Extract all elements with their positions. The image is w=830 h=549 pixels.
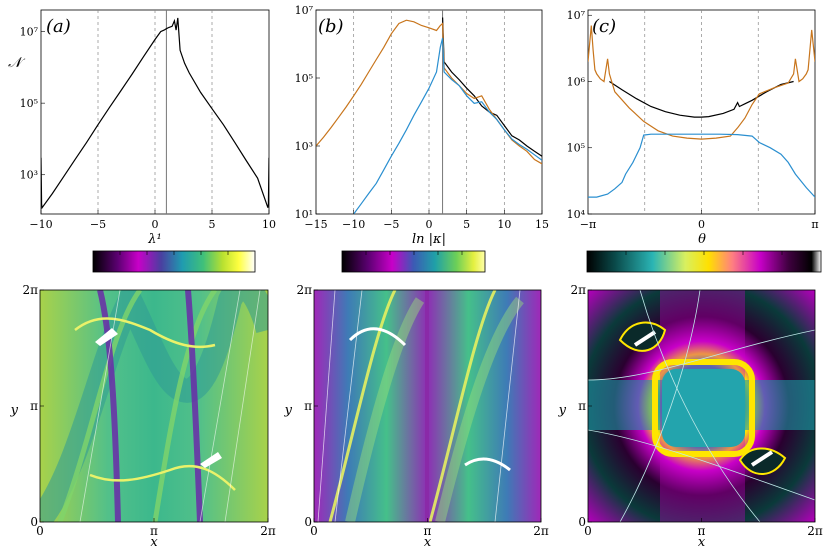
xtick-label-c-2: π xyxy=(811,218,818,231)
hm-xtick-label-0-0: 0 xyxy=(36,524,44,538)
xtick-label-a-3: 5 xyxy=(209,218,216,231)
hm-ytick-label-0-0: 0 xyxy=(30,515,38,529)
ytick-label-c-0: 10⁷ xyxy=(567,9,586,22)
xtick-label-a-2: 0 xyxy=(152,218,159,231)
ytick-label-b-0: 10⁷ xyxy=(295,4,314,17)
hm-xtick-label-0-2: 2π xyxy=(260,524,276,538)
hm-ytick-label-2-1: π xyxy=(578,399,586,413)
hm-xtick-label-0-1: π xyxy=(150,524,158,538)
series-line-a-0 xyxy=(41,17,269,210)
colorbar-b xyxy=(341,250,486,273)
xtick-label-b-5: 10 xyxy=(497,218,511,231)
hm-ylabel-1: y xyxy=(284,403,293,418)
xtick-label-b-4: 5 xyxy=(463,218,470,231)
hm-xtick-label-1-2: 2π xyxy=(533,524,549,538)
ytick-label-a-2: 10³ xyxy=(20,169,38,182)
xlabel-b: ln |κ| xyxy=(412,232,446,247)
ytick-label-b-1: 10⁵ xyxy=(295,72,313,85)
series-line-c-0 xyxy=(609,80,794,118)
ytick-label-c-2: 10⁵ xyxy=(567,142,585,155)
hm-xlabel-0: x xyxy=(150,535,158,549)
hm-xlabel-2: x xyxy=(698,535,706,549)
panel-a: −10 −5 0 5 10 10⁷ 10⁵ 10³ (a) λ¹ 𝒩 xyxy=(8,9,276,247)
ytick-label-c-3: 10⁴ xyxy=(567,208,586,221)
hm-xlabel-1: x xyxy=(424,535,432,549)
hm-xtick-label-2-0: 0 xyxy=(584,524,592,538)
hm-ytick-label-1-2: 2π xyxy=(296,283,312,297)
hm-ytick-label-0-2: 2π xyxy=(22,283,38,297)
colorbar-c xyxy=(586,250,822,273)
heatmap-1 xyxy=(39,289,269,523)
ytick-label-c-1: 10⁶ xyxy=(567,75,586,88)
xtick-label-b-1: −10 xyxy=(342,218,365,231)
heatmap-3 xyxy=(587,289,816,523)
hm-xtick-label-1-0: 0 xyxy=(310,524,318,538)
xtick-label-b-3: 0 xyxy=(426,218,433,231)
xlabel-c: θ xyxy=(698,232,706,247)
series-line-c-1 xyxy=(588,25,815,140)
hm-xtick-label-1-1: π xyxy=(424,524,432,538)
hm-ytick-label-1-0: 0 xyxy=(304,515,312,529)
hm-xtick-label-2-2: 2π xyxy=(807,524,823,538)
hm-ytick-label-2-2: 2π xyxy=(570,283,586,297)
hm-ytick-label-0-1: π xyxy=(30,399,38,413)
panel-b: −15 −10 −5 0 5 10 15 10⁷ 10⁵ 10³ 10¹ (b) ln |κ| xyxy=(295,4,549,247)
series-line-b-2 xyxy=(353,37,542,214)
xtick-label-b-6: 15 xyxy=(535,218,549,231)
hm-ytick-label-2-0: 0 xyxy=(578,515,586,529)
panel-label-a: (a) xyxy=(46,16,71,37)
ytick-label-a-1: 10⁵ xyxy=(20,97,38,110)
hm-ytick-label-1-1: π xyxy=(304,399,312,413)
hm-ylabel-2: y xyxy=(558,403,567,418)
hm-xtick-label-2-1: π xyxy=(698,524,706,538)
xtick-label-b-0: −15 xyxy=(304,218,327,231)
colorbar-a xyxy=(92,250,256,273)
xtick-label-a-1: −5 xyxy=(90,218,106,231)
xtick-label-c-0: −π xyxy=(580,218,596,231)
xtick-label-a-0: −10 xyxy=(29,218,52,231)
panel-label-b: (b) xyxy=(318,16,344,37)
hm-ylabel-0: y xyxy=(10,403,19,418)
panel-label-c: (c) xyxy=(592,16,616,37)
ytick-label-b-2: 10³ xyxy=(295,140,313,153)
series-line-c-2 xyxy=(588,133,815,198)
ylabel-a: 𝒩 xyxy=(8,55,26,71)
xtick-label-b-2: −5 xyxy=(383,218,399,231)
heatmap-2 xyxy=(313,289,542,523)
ytick-label-b-3: 10¹ xyxy=(295,208,313,221)
xtick-label-a-4: 10 xyxy=(262,218,276,231)
xtick-label-c-1: 0 xyxy=(698,218,705,231)
panel-c: −π 0 π 10⁷ 10⁶ 10⁵ 10⁴ (c) θ xyxy=(567,9,819,247)
ytick-label-a-0: 10⁷ xyxy=(20,26,39,39)
xlabel-a: λ¹ xyxy=(147,232,161,247)
